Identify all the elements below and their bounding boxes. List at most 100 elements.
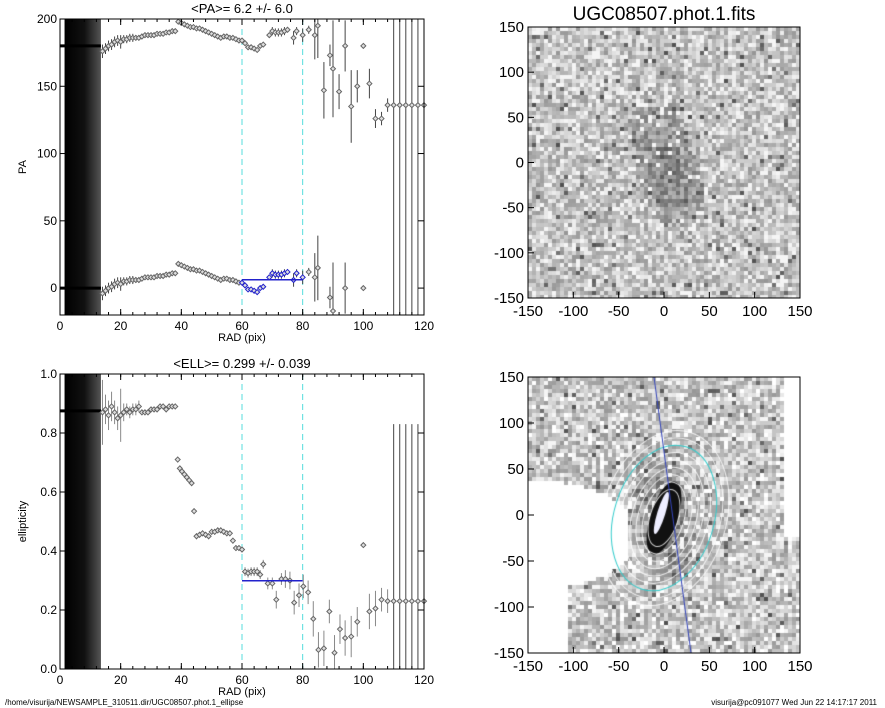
data-point bbox=[235, 544, 243, 552]
data-point bbox=[260, 41, 267, 48]
data-point bbox=[305, 26, 312, 33]
data-point bbox=[117, 412, 124, 419]
plot-title: <ELL>= 0.299 +/- 0.039 bbox=[173, 356, 310, 371]
data-point bbox=[99, 48, 106, 55]
y-tick-label: -150 bbox=[494, 290, 524, 307]
data-point bbox=[408, 597, 416, 605]
image-frame bbox=[527, 26, 801, 299]
y-tick-label: 1.0 bbox=[40, 367, 57, 381]
x-tick-label: -100 bbox=[558, 658, 588, 675]
data-point bbox=[199, 26, 206, 33]
data-point bbox=[372, 605, 379, 612]
data-point bbox=[99, 409, 106, 416]
data-point bbox=[105, 412, 112, 419]
y-tick-label: -100 bbox=[494, 245, 524, 262]
data-point bbox=[174, 456, 181, 463]
y-axis-label: ellipticity bbox=[17, 500, 29, 542]
x-axis-label: RAD (pix) bbox=[218, 686, 266, 698]
x-tick-label: 80 bbox=[296, 319, 310, 333]
y-tick-label: -150 bbox=[494, 645, 524, 662]
y-tick-label: 150 bbox=[37, 79, 57, 93]
data-point bbox=[402, 101, 410, 109]
data-point bbox=[408, 101, 416, 109]
data-point bbox=[120, 409, 127, 416]
data-point bbox=[300, 583, 307, 590]
data-point bbox=[241, 282, 249, 289]
y-tick-label: 0 bbox=[516, 155, 524, 172]
x-tick-label: 100 bbox=[353, 319, 373, 333]
data-point bbox=[378, 596, 385, 603]
y-tick-label: 50 bbox=[507, 461, 524, 478]
data-point bbox=[184, 22, 191, 29]
data-point bbox=[217, 527, 224, 534]
data-point bbox=[232, 278, 240, 285]
x-tick-label: 50 bbox=[701, 658, 718, 675]
data-point bbox=[310, 615, 317, 623]
data-point bbox=[226, 530, 234, 537]
y-tick-label: 50 bbox=[44, 214, 58, 228]
data-point bbox=[384, 597, 391, 605]
data-point bbox=[205, 533, 212, 540]
data-point bbox=[320, 645, 328, 652]
x-tick-label: 60 bbox=[235, 319, 249, 333]
data-point bbox=[414, 101, 422, 109]
data-point bbox=[273, 596, 280, 603]
data-point bbox=[229, 537, 237, 544]
data-point bbox=[314, 264, 322, 272]
data-point bbox=[402, 597, 410, 605]
data-point bbox=[290, 34, 297, 42]
data-point bbox=[238, 279, 246, 286]
data-point bbox=[384, 101, 391, 109]
data-point bbox=[390, 597, 397, 605]
y-tick-label: 0 bbox=[516, 507, 524, 524]
x-tick-label: 0 bbox=[660, 658, 668, 675]
data-point bbox=[366, 608, 373, 615]
data-point bbox=[108, 283, 115, 290]
data-point bbox=[326, 52, 334, 59]
data-point bbox=[304, 589, 312, 596]
data-point bbox=[326, 294, 334, 301]
data-point bbox=[341, 42, 349, 50]
x-tick-label: 100 bbox=[742, 303, 767, 320]
x-tick-label: 120 bbox=[414, 319, 434, 333]
x-tick-label: 20 bbox=[114, 673, 128, 687]
data-point bbox=[190, 507, 198, 515]
x-tick-label: 0 bbox=[660, 303, 668, 320]
data-point bbox=[260, 283, 267, 290]
data-point bbox=[117, 38, 124, 46]
galaxy-image bbox=[528, 27, 800, 298]
data-point bbox=[260, 561, 267, 568]
data-point bbox=[238, 546, 246, 553]
data-point bbox=[144, 409, 152, 416]
data-point bbox=[314, 22, 322, 29]
x-tick-label: 100 bbox=[353, 673, 373, 687]
y-tick-label: -100 bbox=[494, 599, 524, 616]
data-point bbox=[326, 608, 333, 615]
x-axis-label: RAD (pix) bbox=[218, 332, 266, 344]
data-point bbox=[284, 268, 291, 276]
data-point bbox=[253, 46, 261, 54]
x-tick-label: 0 bbox=[57, 673, 64, 687]
data-point bbox=[99, 290, 106, 297]
data-point bbox=[181, 21, 188, 28]
data-point bbox=[354, 618, 361, 626]
data-point bbox=[108, 403, 115, 410]
data-point bbox=[378, 115, 385, 122]
data-point bbox=[354, 83, 361, 90]
contour-image-axes: -150-150 -100 -100 -50 -50 0 0 50 50 100 100 150 150 bbox=[494, 369, 813, 675]
data-point bbox=[117, 280, 124, 288]
data-point bbox=[390, 101, 397, 109]
pa-plot: 0 20 40 60 80 100 120 0 50 100 150 200 RAD (pix) PA <P… bbox=[17, 1, 434, 344]
data-point bbox=[190, 266, 197, 273]
masked-image-with-contours bbox=[528, 377, 800, 653]
data-point bbox=[347, 633, 355, 640]
inner-region-band bbox=[64, 374, 101, 669]
data-point bbox=[102, 406, 109, 413]
data-point bbox=[360, 541, 367, 549]
data-point bbox=[190, 23, 197, 31]
data-point bbox=[132, 406, 140, 413]
y-tick-label: 100 bbox=[499, 415, 524, 432]
data-point bbox=[293, 27, 300, 35]
